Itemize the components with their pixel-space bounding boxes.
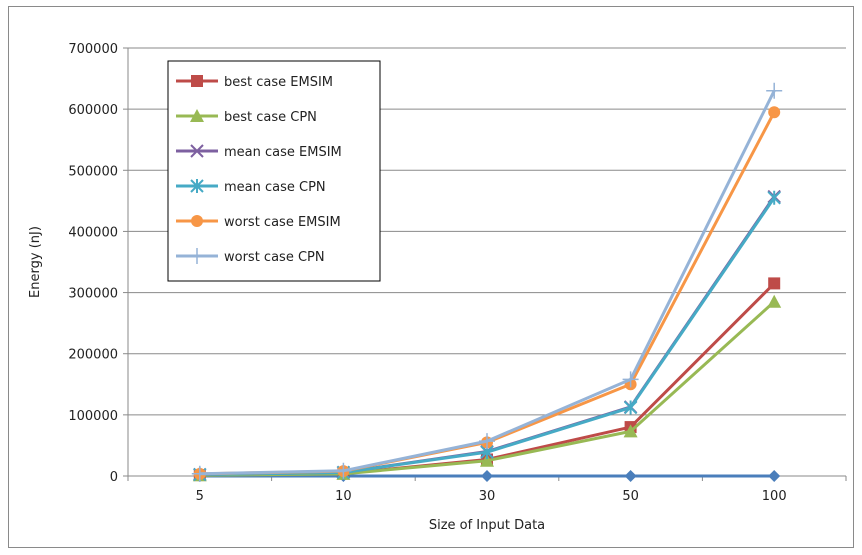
data-point xyxy=(481,470,493,482)
legend-item: best case EMSIM xyxy=(176,75,333,90)
line-chart: 0 100000 200000 300000 400000 500000 600000 700… xyxy=(28,42,847,533)
legend-marker xyxy=(190,144,204,158)
data-point xyxy=(768,277,781,290)
series-lines xyxy=(191,82,783,482)
data-point xyxy=(479,433,495,450)
x-tick-labels: 5 10 30 50 100 xyxy=(196,489,787,504)
legend-item: mean case EMSIM xyxy=(176,144,342,160)
legend-marker xyxy=(191,75,203,87)
y-tick-label: 700000 xyxy=(68,42,118,57)
y-tick-label: 0 xyxy=(110,470,118,485)
legend-label: best case EMSIM xyxy=(224,75,333,90)
data-point xyxy=(623,400,638,415)
x-tick-label: 10 xyxy=(335,489,352,504)
x-tick-label: 50 xyxy=(622,489,639,504)
legend-label: worst case CPN xyxy=(224,250,325,265)
chart-frame: 0 100000 200000 300000 400000 500000 600000 700… xyxy=(8,6,854,548)
legend-label: best case CPN xyxy=(224,110,317,125)
y-tick-label: 500000 xyxy=(68,164,118,179)
legend-item: best case CPN xyxy=(176,109,317,125)
data-point xyxy=(622,371,639,388)
y-tick-label: 200000 xyxy=(68,348,118,363)
x-tick-label: 100 xyxy=(762,489,787,504)
data-point xyxy=(623,424,638,438)
data-point xyxy=(766,82,783,99)
data-point xyxy=(191,465,208,482)
y-axis-title: Energy (nJ) xyxy=(28,226,43,298)
data-point xyxy=(768,470,781,482)
legend: best case EMSIM best case CPN mean case EM… xyxy=(167,60,381,282)
legend-marker xyxy=(189,248,205,264)
x-tick-label: 30 xyxy=(479,489,496,504)
y-tick-label: 300000 xyxy=(68,287,118,302)
data-point xyxy=(335,462,352,479)
data-point xyxy=(624,470,637,482)
legend-marker xyxy=(190,179,204,193)
legend-label: mean case CPN xyxy=(224,180,326,195)
data-point xyxy=(767,294,782,308)
data-point xyxy=(480,453,494,467)
y-tick-label: 400000 xyxy=(68,225,118,240)
legend-item: mean case CPN xyxy=(176,179,326,195)
legend-label: mean case EMSIM xyxy=(224,145,342,160)
legend-item: worst case CPN xyxy=(176,248,325,265)
data-point xyxy=(767,190,781,205)
data-point xyxy=(768,106,781,119)
legend-box xyxy=(167,60,381,282)
legend-marker xyxy=(190,109,204,122)
y-tick-labels: 0 100000 200000 300000 400000 500000 600000 700… xyxy=(68,42,118,485)
y-tick-label: 100000 xyxy=(68,409,118,424)
legend-marker xyxy=(191,215,203,227)
legend-label: worst case EMSIM xyxy=(224,215,341,230)
x-axis-title: Size of Input Data xyxy=(429,518,545,533)
series-6 xyxy=(191,82,783,482)
y-tick-label: 600000 xyxy=(68,103,118,118)
legend-item: worst case EMSIM xyxy=(176,215,341,230)
x-tick-label: 5 xyxy=(196,489,204,504)
